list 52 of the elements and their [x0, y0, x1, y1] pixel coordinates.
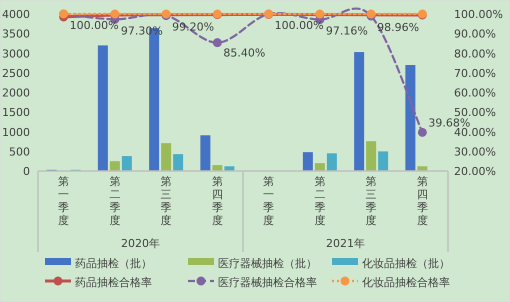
y2-tick-label: 30.00%: [454, 145, 496, 158]
bar: [366, 141, 376, 171]
x-tick-label: 第一季度: [58, 175, 70, 227]
x-tick-label: 第一季度: [263, 175, 274, 227]
legend-label: 药品抽检合格率: [75, 276, 152, 289]
text: 2020年: [121, 237, 160, 250]
legend-label: 药品抽检（批）: [75, 257, 152, 270]
data-label: 97.16%: [326, 24, 368, 38]
point: [212, 38, 222, 48]
bar: [405, 65, 416, 171]
bar: [173, 154, 184, 171]
legend-label: 化妆品抽检合格率: [362, 276, 450, 289]
bar: [122, 156, 132, 171]
data-label: 85.40%: [223, 46, 266, 60]
legend-label: 医疗器械抽检合格率: [218, 276, 317, 289]
data-label: 100.00%: [70, 19, 119, 32]
y-tick-label: 4000: [2, 8, 30, 21]
bar: [314, 163, 325, 171]
x-tick-label: 第三季度: [366, 175, 377, 227]
bar: [326, 153, 337, 171]
legend-label: 医疗器械抽检（批）: [218, 257, 317, 270]
y2-tick-label: 70.00%: [454, 66, 496, 80]
bar: [161, 143, 172, 171]
y-tick-label: 3500: [2, 28, 30, 41]
x-tick-label: 第四季度: [212, 175, 223, 227]
bar: [110, 161, 120, 171]
y-tick-label: 500: [9, 145, 30, 158]
bar: [200, 135, 210, 171]
bar: [212, 165, 222, 171]
y2-tick-label: 60.00%: [454, 86, 496, 100]
y2-tick-label: 90.00%: [454, 28, 496, 41]
bar: [378, 151, 388, 171]
y-tick-label: 3000: [2, 47, 30, 60]
bar: [302, 152, 313, 171]
y2-tick-label: 100.00%: [454, 8, 503, 21]
data-label: 100.00%: [274, 19, 324, 32]
x-tick-label: 第二季度: [109, 175, 120, 227]
y-tick-label: 2000: [2, 86, 30, 100]
y-tick-label: 0: [23, 165, 30, 178]
y-tick-label: 1000: [2, 126, 30, 139]
x-tick-label: 第二季度: [314, 175, 326, 227]
x-tick-label: 第三季度: [160, 175, 172, 227]
y-tick-label: 2500: [2, 66, 30, 80]
y2-tick-label: 20.00%: [454, 165, 496, 178]
y2-tick-label: 80.00%: [454, 47, 496, 60]
text: 2021年: [326, 237, 365, 250]
bar: [354, 52, 364, 171]
point: [418, 128, 427, 137]
bar: [98, 45, 108, 171]
y-tick-label: 1500: [2, 106, 30, 120]
legend-label: 化妆品抽检（批）: [362, 257, 450, 270]
x-tick-label: 第四季度: [416, 175, 428, 227]
